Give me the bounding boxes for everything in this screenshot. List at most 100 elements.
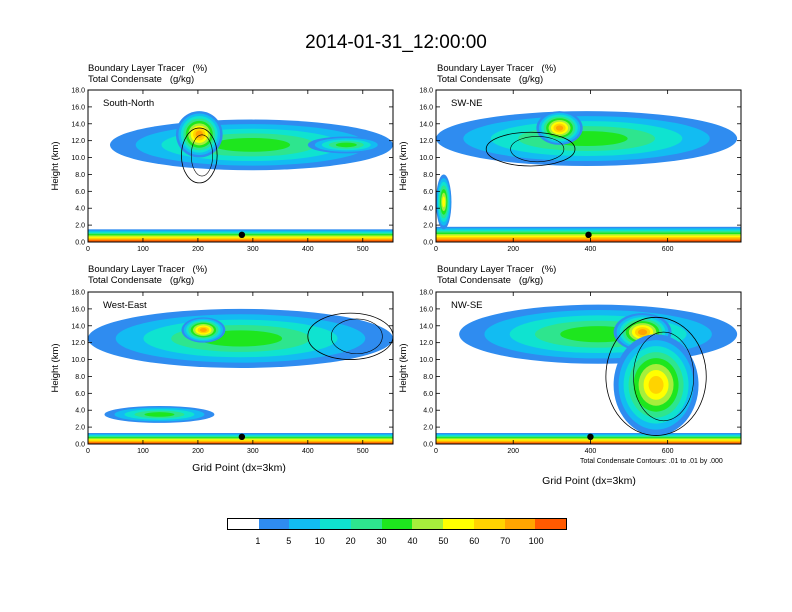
panel-header: Boundary Layer Tracer (%) Total Condensat… — [88, 264, 207, 286]
y-tick-label: 0.0 — [423, 240, 433, 247]
y-tick-label: 8.0 — [423, 374, 433, 381]
x-tick-label: 0 — [434, 448, 438, 455]
y-tick-label: 2.0 — [423, 425, 433, 432]
y-tick-label: 12.0 — [419, 340, 433, 347]
colorbar-label: 70 — [500, 536, 511, 546]
colorbar-label: 40 — [407, 536, 418, 546]
y-tick-label: 8.0 — [75, 172, 85, 179]
colorbar-label: 100 — [528, 536, 544, 546]
y-tick-label: 16.0 — [71, 104, 85, 111]
heatmap-west-east: 0.0 2.0 4.0 6.0 8.0 10.0 12.0 14.0 16.0 18.0 0 100 2… — [50, 290, 394, 455]
x-tick-label: 300 — [247, 448, 259, 455]
y-tick-label: 6.0 — [423, 189, 433, 196]
condensate-contour — [605, 316, 707, 436]
condensate-contour — [633, 331, 695, 422]
heatmap-nw-se: 0.0 2.0 4.0 6.0 8.0 10.0 12.0 14.0 16.0 18.0 0 200 4… — [398, 290, 742, 455]
contour-note: Total Condensate Contours: .01 to .01 by… — [580, 458, 723, 465]
colorbar-swatch — [504, 519, 536, 529]
condensate-contour — [307, 312, 393, 360]
x-tick-label: 400 — [585, 246, 597, 253]
x-tick-label: 200 — [192, 448, 204, 455]
y-tick-label: 2.0 — [75, 425, 85, 432]
colorbar-swatch — [412, 519, 444, 529]
y-tick-label: 18.0 — [419, 290, 433, 297]
y-tick-label: 0.0 — [423, 442, 433, 449]
field-label-condensate: Total Condensate (g/kg) — [88, 74, 195, 85]
colorbar-label: 60 — [469, 536, 480, 546]
x-tick-label: 500 — [357, 246, 369, 253]
field-label-tracer: Boundary Layer Tracer (%) — [88, 264, 208, 275]
colorbar-label: 20 — [345, 536, 356, 546]
tracer-band — [436, 239, 741, 242]
y-axis-label: Height (km) — [50, 343, 61, 392]
y-tick-label: 8.0 — [75, 374, 85, 381]
y-tick-label: 18.0 — [71, 290, 85, 297]
x-tick-label: 400 — [302, 246, 314, 253]
plot-frame — [435, 89, 742, 243]
section-label: West-East — [103, 300, 147, 311]
colorbar-label: 1 — [255, 536, 261, 546]
field-layer — [436, 90, 741, 242]
y-tick-label: 14.0 — [419, 323, 433, 330]
condensate-contour — [510, 136, 565, 163]
x-tick-label: 300 — [247, 246, 259, 253]
y-tick-label: 2.0 — [423, 223, 433, 230]
y-axis-label: Height (km) — [398, 343, 409, 392]
location-marker — [238, 231, 246, 239]
y-tick-label: 18.0 — [419, 88, 433, 95]
x-tick-label: 600 — [662, 448, 674, 455]
y-tick-label: 14.0 — [71, 121, 85, 128]
x-tick-label: 100 — [137, 246, 149, 253]
section-label: SW-NE — [451, 98, 483, 109]
condensate-contour — [330, 318, 383, 355]
x-axis-label: Grid Point (dx=3km) — [542, 475, 636, 487]
tracer-region — [442, 196, 446, 208]
y-tick-label: 0.0 — [75, 240, 85, 247]
condensate-contour — [181, 127, 218, 184]
y-tick-label: 10.0 — [71, 357, 85, 364]
x-tick-label: 500 — [357, 448, 369, 455]
tracer-region — [212, 137, 291, 152]
y-tick-label: 6.0 — [75, 189, 85, 196]
x-tick-label: 200 — [507, 448, 519, 455]
tracer-region — [648, 375, 664, 394]
field-label-tracer: Boundary Layer Tracer (%) — [437, 63, 557, 74]
y-tick-label: 8.0 — [423, 172, 433, 179]
y-tick-label: 4.0 — [75, 408, 85, 415]
colorbar-swatch — [350, 519, 382, 529]
colorbar-label: 30 — [376, 536, 387, 546]
tracer-region — [335, 142, 357, 148]
section-label: South-North — [103, 98, 154, 109]
y-tick-label: 6.0 — [75, 391, 85, 398]
y-axis-label: Height (km) — [398, 141, 409, 190]
heatmap-sw-ne: 0.0 2.0 4.0 6.0 8.0 10.0 12.0 14.0 16.0 18.0 0 200 4… — [398, 88, 742, 253]
condensate-contour — [485, 131, 576, 167]
y-tick-label: 12.0 — [71, 340, 85, 347]
field-label-condensate: Total Condensate (g/kg) — [437, 74, 544, 85]
x-tick-label: 0 — [86, 246, 90, 253]
y-tick-label: 14.0 — [71, 323, 85, 330]
field-label-condensate: Total Condensate (g/kg) — [88, 275, 195, 286]
tracer-region — [144, 412, 175, 417]
panel-header: Boundary Layer Tracer (%) Total Condensat… — [88, 63, 207, 85]
tracer-band — [88, 442, 393, 444]
field-label-tracer: Boundary Layer Tracer (%) — [437, 264, 557, 275]
x-tick-label: 200 — [192, 246, 204, 253]
colorbar-label: 5 — [286, 536, 292, 546]
x-tick-label: 0 — [86, 448, 90, 455]
x-tick-label: 400 — [585, 448, 597, 455]
y-tick-label: 16.0 — [419, 306, 433, 313]
y-tick-label: 14.0 — [419, 121, 433, 128]
colorbar-swatch — [320, 519, 351, 529]
location-marker — [587, 433, 594, 441]
colorbar-swatch — [228, 519, 259, 529]
x-tick-label: 0 — [434, 246, 438, 253]
colorbar-label: 50 — [438, 536, 449, 546]
field-label-condensate: Total Condensate (g/kg) — [437, 275, 544, 286]
y-tick-label: 4.0 — [423, 206, 433, 213]
chart-title: 2014-01-31_12:00:00 — [305, 32, 487, 53]
x-tick-label: 100 — [137, 448, 149, 455]
x-axis-label: Grid Point (dx=3km) — [192, 462, 286, 474]
y-tick-label: 12.0 — [71, 138, 85, 145]
panel-header: Boundary Layer Tracer (%) Total Condensat… — [437, 264, 556, 286]
